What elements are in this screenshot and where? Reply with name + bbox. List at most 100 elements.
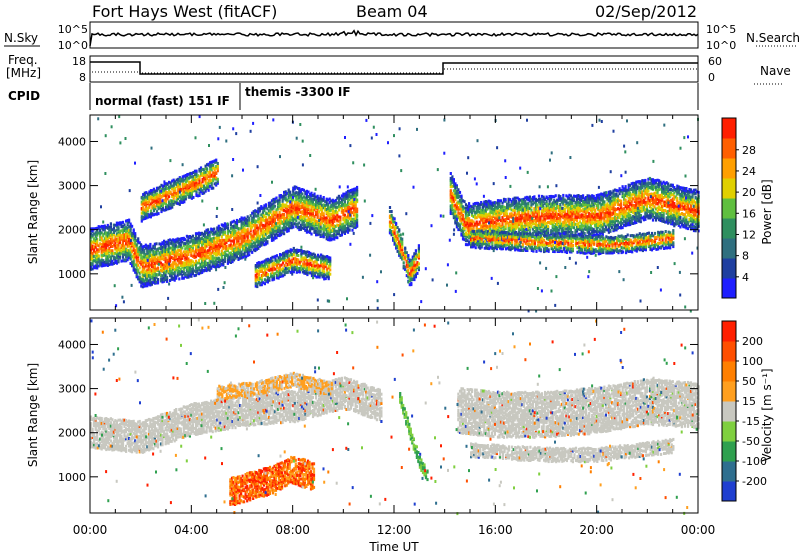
scatter-cell <box>493 208 496 211</box>
scatter-cell <box>487 228 490 232</box>
scatter-cell <box>484 214 487 218</box>
scatter-cell <box>489 220 492 224</box>
scatter-cell <box>194 263 198 267</box>
scatter-cell <box>260 241 263 245</box>
scatter-cell <box>499 224 503 228</box>
scatter-cell <box>217 243 220 247</box>
scatter-cell <box>152 280 155 284</box>
scatter-cell <box>333 224 336 228</box>
scatter-cell <box>337 199 340 203</box>
scatter-cell <box>214 232 217 236</box>
scatter-cell <box>292 219 295 223</box>
scatter-cell <box>129 248 132 252</box>
scatter-cell <box>161 269 164 273</box>
scatter-cell <box>191 272 194 276</box>
scatter-cell <box>458 215 462 219</box>
scatter-cell <box>149 279 152 283</box>
scatter-cell <box>239 227 242 231</box>
scatter-cell <box>481 211 484 215</box>
scatter-cell <box>194 234 198 238</box>
scatter-cell <box>257 278 260 281</box>
scatter-cell <box>208 247 211 250</box>
scatter-cell <box>304 251 307 254</box>
scatter-cell <box>149 269 152 273</box>
scatter-cell <box>105 240 108 243</box>
scatter-cell <box>522 206 525 210</box>
scatter-cell <box>257 238 260 242</box>
scatter-cell <box>461 233 465 237</box>
scatter-cell <box>280 253 283 257</box>
scatter-cell <box>354 193 357 197</box>
scatter-cell <box>308 199 312 203</box>
scatter-cell <box>504 222 507 226</box>
scatter-cell <box>317 263 320 267</box>
scatter-cell <box>202 232 205 236</box>
scatter-cell <box>261 211 264 215</box>
scatter-cell <box>326 267 329 271</box>
scatter-cell <box>527 228 530 232</box>
scatter-cell <box>228 246 231 250</box>
scatter-cell <box>191 246 194 250</box>
scatter-cell <box>132 254 135 258</box>
scatter-cell <box>185 259 188 262</box>
scatter-cell <box>272 236 275 240</box>
scatter-cell <box>269 226 272 230</box>
scatter-cell <box>146 271 149 275</box>
scatter-cell <box>312 256 315 259</box>
scatter-cell <box>112 261 115 265</box>
scatter-cell <box>199 173 203 177</box>
scatter-cell <box>328 236 331 240</box>
scatter-cell <box>153 258 156 262</box>
scatter-cell <box>251 234 254 238</box>
scatter-cell <box>544 207 547 211</box>
scatter-cell <box>327 231 330 235</box>
scatter-cell <box>417 262 420 266</box>
scatter-cell <box>214 252 217 256</box>
scatter-cell <box>143 214 146 218</box>
scatter-cell <box>204 186 207 190</box>
scatter-cell <box>321 203 324 207</box>
scatter-cell <box>319 233 322 237</box>
scatter-cell <box>197 236 201 240</box>
scatter-cell <box>128 235 131 238</box>
scatter-cell <box>472 208 475 212</box>
scatter-cell <box>144 255 147 259</box>
scatter-cell <box>522 211 525 215</box>
scatter-cell <box>161 253 164 257</box>
scatter-cell <box>149 215 152 219</box>
scatter-cell <box>356 224 359 227</box>
scatter-cell <box>184 238 187 242</box>
scatter-cell <box>184 274 187 278</box>
scatter-cell <box>307 216 310 220</box>
scatter-cell <box>149 191 152 195</box>
scatter-cell <box>226 238 229 241</box>
scatter-cell <box>499 208 503 212</box>
scatter-cell <box>260 218 263 222</box>
scatter-cell <box>259 270 262 273</box>
scatter-cell <box>146 281 149 285</box>
scatter-cell <box>197 251 201 255</box>
scatter-cell <box>411 270 414 273</box>
scatter-cell <box>330 218 333 222</box>
scatter-cell <box>544 230 547 234</box>
scatter-cell <box>299 204 302 208</box>
scatter-cell <box>140 277 143 281</box>
scatter-cell <box>103 263 106 267</box>
scatter-cell <box>96 248 99 252</box>
scatter-cell <box>149 263 152 267</box>
scatter-cell <box>525 208 528 212</box>
scatter-cell <box>248 223 251 227</box>
scatter-cell <box>502 209 506 213</box>
scatter-cell <box>94 231 97 235</box>
scatter-cell <box>205 231 208 235</box>
scatter-cell <box>287 208 290 212</box>
scatter-cell <box>134 249 137 253</box>
scatter-cell <box>322 196 325 199</box>
scatter-cell <box>149 245 152 249</box>
scatter-cell <box>303 250 306 254</box>
scatter-cell <box>289 265 292 269</box>
scatter-cell <box>190 193 193 197</box>
scatter-cell <box>271 262 274 266</box>
scatter-cell <box>321 233 324 237</box>
scatter-cell <box>351 203 354 207</box>
